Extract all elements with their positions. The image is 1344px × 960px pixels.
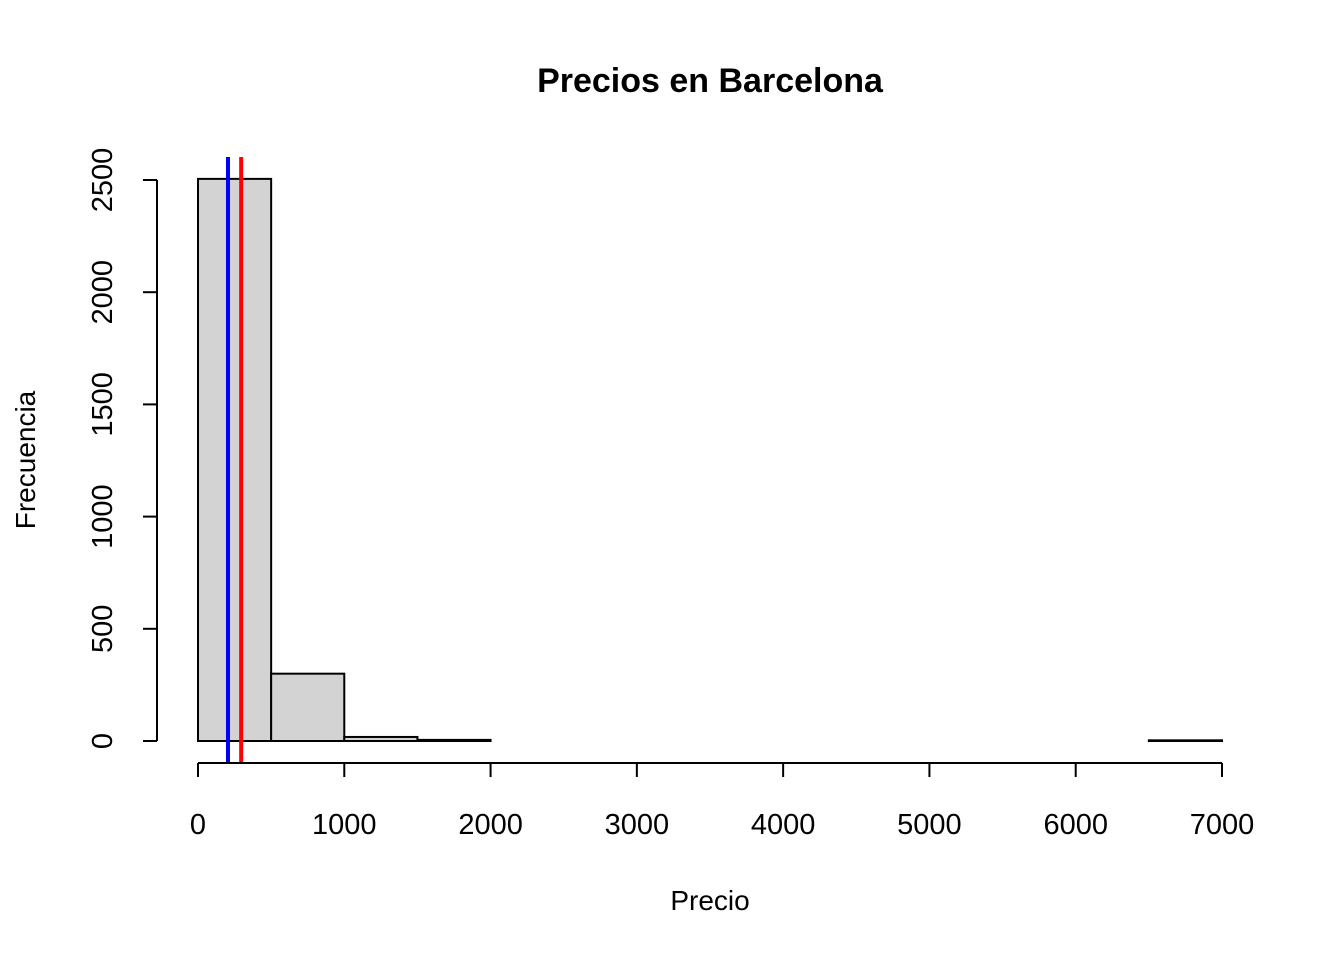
chart-title: Precios en Barcelona (537, 62, 884, 100)
x-tick-label-1: 1000 (312, 809, 377, 841)
x-axis: 0 1000 2000 3000 4000 5000 6000 7000 (190, 762, 1255, 841)
y-tick-label-0: 0 (87, 733, 119, 749)
y-axis: 0 500 1000 1500 2000 2500 (87, 148, 158, 749)
bars-group (197, 177, 1224, 743)
histogram-bar-1 (270, 672, 346, 742)
x-tick-label-7: 7000 (1190, 809, 1255, 841)
y-tick-label-5: 2500 (87, 148, 119, 213)
x-tick-label-5: 5000 (897, 809, 962, 841)
y-axis-label: Frecuencia (10, 390, 41, 529)
y-tick-label-4: 2000 (87, 260, 119, 325)
y-tick-label-2: 1000 (87, 484, 119, 549)
x-tick-label-4: 4000 (751, 809, 816, 841)
y-tick-label-1: 500 (87, 605, 119, 653)
x-tick-label-6: 6000 (1043, 809, 1108, 841)
histogram-bar-2 (343, 735, 419, 743)
x-tick-label-2: 2000 (458, 809, 523, 841)
reference-lines-group (225, 157, 244, 763)
histogram-bar-3 (416, 738, 492, 742)
x-axis-label: Precio (670, 885, 749, 916)
x-tick-label-3: 3000 (605, 809, 670, 841)
histogram-bar-0 (197, 177, 273, 743)
x-tick-label-0: 0 (190, 809, 206, 841)
y-tick-label-3: 1500 (87, 372, 119, 437)
histogram-bar-13 (1147, 739, 1224, 742)
